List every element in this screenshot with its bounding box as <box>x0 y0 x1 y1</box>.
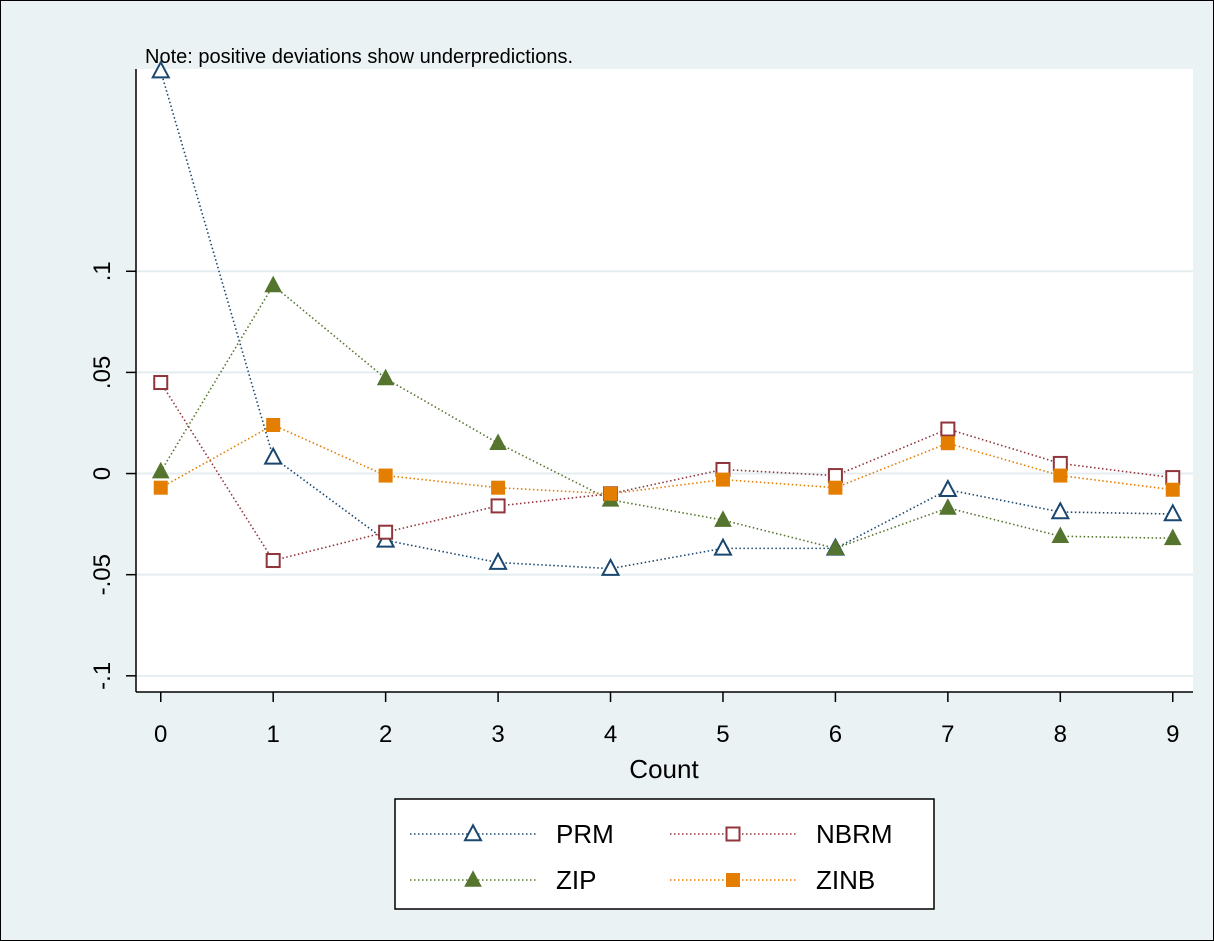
point-zinb <box>715 472 730 487</box>
point-prm <box>1050 501 1070 520</box>
x-tick-label: 7 <box>941 721 954 748</box>
x-tick-label: 3 <box>491 721 504 748</box>
point-zinb <box>153 480 168 495</box>
point-nbrm <box>378 524 394 540</box>
x-tick-label: 2 <box>379 721 392 748</box>
legend-label-prm: PRM <box>556 819 614 849</box>
x-tick-label: 5 <box>716 721 729 748</box>
y-tick-label: -.1 <box>89 662 116 690</box>
series-lines <box>159 70 1173 570</box>
legend-marker-zinb <box>726 873 740 887</box>
point-zip <box>151 461 170 479</box>
x-tick-label: 9 <box>1166 721 1179 748</box>
point-prm <box>488 551 508 570</box>
chart-note: Note: positive deviations show underpred… <box>145 46 573 68</box>
point-prm <box>1163 503 1183 522</box>
point-nbrm <box>153 375 169 391</box>
x-tick-label: 1 <box>267 721 280 748</box>
x-tick-label: 4 <box>604 721 617 748</box>
legend-marker-nbrm <box>725 826 741 842</box>
point-nbrm <box>265 553 281 569</box>
point-prm <box>263 446 283 465</box>
point-nbrm <box>490 498 506 514</box>
series-line-zip <box>160 284 1173 550</box>
legend-box <box>394 798 935 910</box>
point-nbrm <box>1052 455 1068 471</box>
point-zip <box>1163 528 1182 546</box>
point-nbrm <box>940 421 956 437</box>
point-nbrm <box>1165 470 1181 486</box>
legend-marker-prm <box>463 823 483 842</box>
x-tick-label: 6 <box>829 721 842 748</box>
point-prm <box>151 60 171 79</box>
point-zip <box>714 510 732 527</box>
point-zinb <box>1053 468 1068 483</box>
x-axis-ticks: 0 1 2 3 4 5 6 7 8 9 <box>154 692 1179 748</box>
point-zinb <box>266 418 281 432</box>
legend-label-zip: ZIP <box>556 865 596 895</box>
point-zinb <box>603 486 618 501</box>
plot-area <box>136 69 1193 692</box>
legend-marker-zip <box>464 870 482 887</box>
legend: PRM NBRM ZIP ZINB <box>410 819 893 895</box>
y-tick-label: .1 <box>89 261 116 281</box>
point-zip <box>939 498 957 515</box>
point-zip <box>1051 526 1070 544</box>
point-zip <box>376 368 395 386</box>
point-zip <box>489 433 507 451</box>
legend-label-zinb: ZINB <box>816 865 875 895</box>
point-zinb <box>491 480 506 495</box>
point-nbrm <box>827 468 843 484</box>
x-axis-title: Count <box>629 754 699 784</box>
point-prm <box>938 478 958 498</box>
point-zinb <box>940 436 955 451</box>
point-zip <box>826 538 845 556</box>
point-zinb <box>378 468 393 483</box>
series-line-prm <box>159 70 1173 570</box>
x-tick-label: 0 <box>154 721 167 748</box>
series-line-nbrm <box>160 382 1173 562</box>
y-tick-label: 0 <box>89 467 116 480</box>
point-prm <box>600 557 621 576</box>
y-tick-label: -.05 <box>89 554 116 595</box>
y-tick-label: .05 <box>89 356 116 389</box>
x-tick-label: 8 <box>1054 721 1067 748</box>
legend-label-nbrm: NBRM <box>816 819 893 849</box>
point-prm <box>713 537 733 556</box>
point-zinb <box>828 480 843 495</box>
gridlines <box>136 270 1193 677</box>
point-zip <box>264 275 283 293</box>
series-markers <box>151 60 1183 576</box>
point-zinb <box>1165 482 1180 497</box>
y-axis-ticks: -.1 -.05 0 .05 .1 <box>89 261 136 690</box>
